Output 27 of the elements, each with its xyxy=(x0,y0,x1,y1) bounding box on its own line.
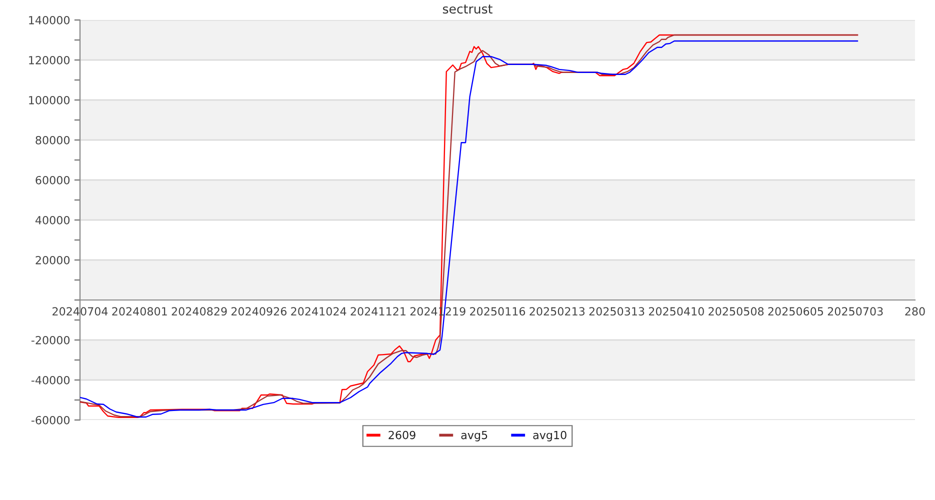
legend-label: avg5 xyxy=(461,430,488,442)
legend-label: 2609 xyxy=(388,430,416,440)
y-tick-label: 140000 xyxy=(29,16,70,24)
x-tick-label: 20240926 xyxy=(231,307,287,316)
y-tick-label: -40000 xyxy=(31,376,70,384)
y-tick-label: -60000 xyxy=(31,416,70,424)
x-tick-label: 20240829 xyxy=(172,307,227,316)
y-tick-label: 40000 xyxy=(35,216,70,224)
y-tick-label: -20000 xyxy=(31,336,70,344)
y-tick-label: 60000 xyxy=(36,176,70,184)
x-tick-label: 20240801 xyxy=(112,307,167,316)
y-tick-label: 100000 xyxy=(29,96,70,104)
y-tick-label: 80000 xyxy=(36,136,70,144)
x-tick-label: 20241121 xyxy=(350,307,406,316)
x-tick-label: 20250508 xyxy=(708,307,764,316)
x-tick-label: 280 xyxy=(905,307,925,316)
x-tick-label: 20250313 xyxy=(589,307,644,316)
x-tick-label: 20250605 xyxy=(768,307,824,316)
x-tick-label: 20250213 xyxy=(530,307,585,316)
x-tick-label: 20250703 xyxy=(828,307,883,316)
y-tick-label: 120000 xyxy=(29,56,70,64)
chart-title: sectrust xyxy=(442,4,492,14)
x-tick-label: 20241024 xyxy=(291,307,346,316)
x-tick-label: 20250410 xyxy=(648,307,704,316)
legend-label: avg10 xyxy=(533,430,566,442)
y-tick-label: 20000 xyxy=(36,256,70,264)
x-tick-label: 20250116 xyxy=(470,307,526,316)
